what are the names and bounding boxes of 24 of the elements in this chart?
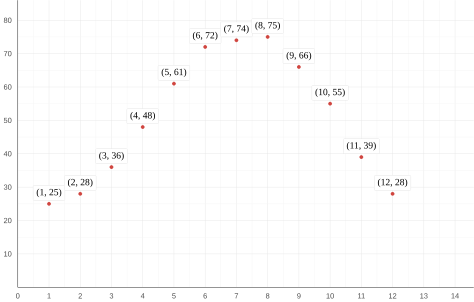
annotation: (5, 61) [162, 68, 186, 78]
annotation: (9, 66) [286, 52, 312, 60]
point [296, 65, 301, 69]
point [172, 82, 176, 86]
point [359, 155, 364, 159]
annotation: (12, 28) [378, 178, 408, 188]
annotation: (6, 72) [192, 32, 218, 40]
point [390, 192, 394, 196]
point [234, 38, 238, 42]
point [47, 202, 51, 206]
point [78, 192, 82, 196]
annotation: (2, 28) [68, 178, 93, 188]
point [140, 125, 145, 129]
point [203, 45, 208, 49]
point [110, 165, 114, 169]
annotation: (8, 75) [255, 22, 280, 30]
annotation: (4, 48) [130, 112, 155, 120]
annotation: (3, 36) [99, 152, 124, 161]
point [328, 102, 332, 106]
annotation: (11, 39) [346, 142, 376, 151]
annotation: (7, 74) [224, 25, 249, 34]
annotation: (10, 55) [315, 88, 345, 98]
annotation: (1, 25) [36, 188, 62, 198]
point [266, 35, 270, 39]
